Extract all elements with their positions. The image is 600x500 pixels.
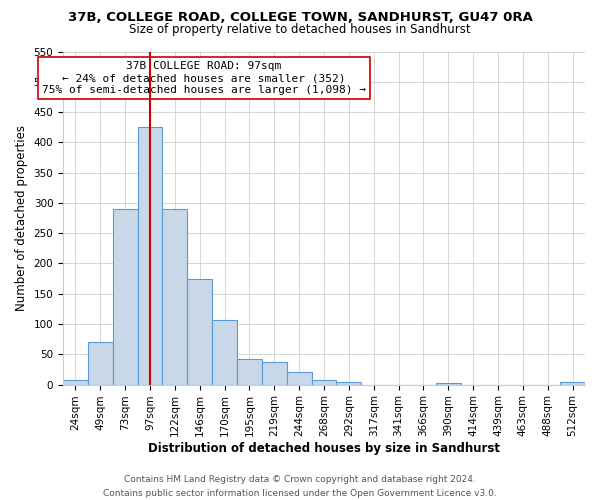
Bar	[88, 342, 113, 384]
Bar	[212, 320, 237, 384]
Y-axis label: Number of detached properties: Number of detached properties	[15, 125, 28, 311]
Bar	[63, 380, 88, 384]
Text: Size of property relative to detached houses in Sandhurst: Size of property relative to detached ho…	[129, 22, 471, 36]
Bar	[237, 358, 262, 384]
X-axis label: Distribution of detached houses by size in Sandhurst: Distribution of detached houses by size …	[148, 442, 500, 455]
Bar	[436, 383, 461, 384]
Bar	[262, 362, 287, 384]
Bar	[337, 382, 361, 384]
Text: Contains HM Land Registry data © Crown copyright and database right 2024.
Contai: Contains HM Land Registry data © Crown c…	[103, 476, 497, 498]
Bar	[163, 209, 187, 384]
Bar	[137, 127, 163, 384]
Bar	[113, 209, 137, 384]
Bar	[311, 380, 337, 384]
Text: 37B COLLEGE ROAD: 97sqm
← 24% of detached houses are smaller (352)
75% of semi-d: 37B COLLEGE ROAD: 97sqm ← 24% of detache…	[42, 62, 366, 94]
Text: 37B, COLLEGE ROAD, COLLEGE TOWN, SANDHURST, GU47 0RA: 37B, COLLEGE ROAD, COLLEGE TOWN, SANDHUR…	[68, 11, 532, 24]
Bar	[560, 382, 585, 384]
Bar	[187, 278, 212, 384]
Bar	[287, 372, 311, 384]
